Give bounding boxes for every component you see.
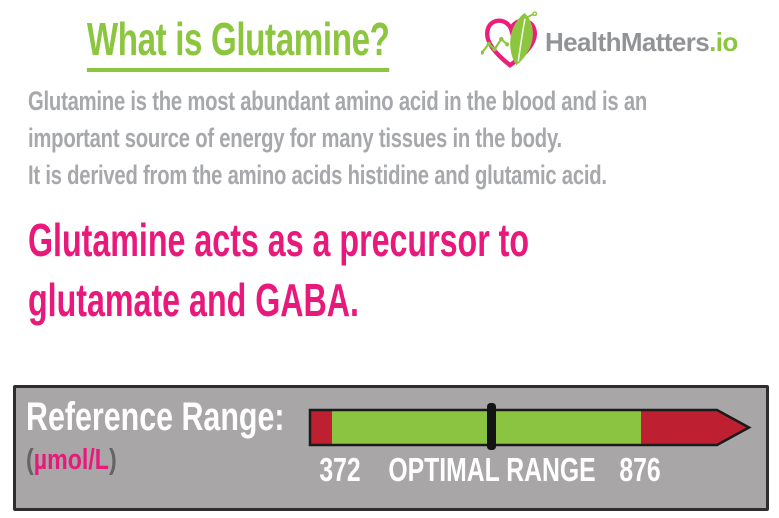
gauge-value-marker — [487, 403, 496, 450]
brand-name: HealthMatters — [545, 26, 710, 57]
reference-range-label: Reference Range: — [26, 395, 285, 439]
brand-tld: .io — [709, 26, 738, 57]
page-title: What is Glutamine? — [86, 12, 390, 72]
reference-unit: (µmol/L) — [26, 444, 117, 477]
healthmatters-heart-leaf-icon — [481, 11, 538, 68]
gauge-outline — [308, 408, 752, 447]
intro-line-1: Glutamine is the most abundant amino aci… — [28, 86, 648, 116]
leaf-vein — [517, 18, 526, 62]
gauge-low-value: 372 — [319, 451, 361, 488]
highlight-line-2: glutamate and GABA. — [28, 274, 359, 326]
gauge-low-red-segment — [310, 410, 332, 445]
gauge-optimal-green-segment — [332, 410, 641, 445]
highlight-line-1: Glutamine acts as a precursor to — [28, 214, 530, 266]
gauge-bar — [308, 403, 752, 450]
intro-paragraph: Glutamine is the most abundant amino aci… — [28, 83, 647, 194]
unit-paren-open: ( — [26, 444, 34, 476]
gauge-high-value: 876 — [619, 451, 661, 488]
highlight-heading: Glutamine acts as a precursor to glutama… — [28, 210, 529, 330]
unit-value: µmol/L — [33, 444, 109, 476]
pulse-dots — [481, 36, 510, 55]
reference-range-panel: Reference Range: (µmol/L) 372 OPTIMAL RA… — [13, 385, 769, 511]
gauge-high-red-segment — [641, 410, 749, 445]
gauge-range-label: OPTIMAL RANGE — [388, 451, 596, 488]
stem-dot — [532, 11, 538, 17]
brand-logo: HealthMatters.io — [481, 11, 738, 73]
reference-range-gauge: 372 OPTIMAL RANGE 876 — [308, 401, 754, 503]
intro-line-2: important source of energy for many tiss… — [28, 123, 562, 153]
heart-icon — [485, 18, 537, 68]
unit-paren-close: ) — [108, 444, 117, 476]
intro-line-3: It is derived from the amino acids histi… — [28, 160, 607, 190]
brand-wordmark: HealthMatters.io — [545, 27, 738, 58]
